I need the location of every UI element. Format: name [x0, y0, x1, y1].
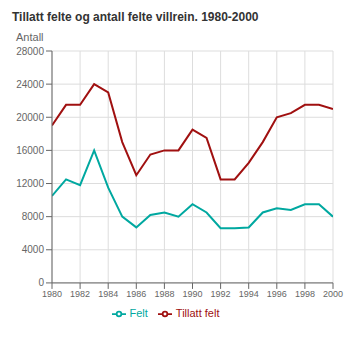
html-text:Antall: Antall: [16, 31, 44, 43]
svg-text:1982: 1982: [70, 289, 90, 299]
svg-text:1988: 1988: [154, 289, 174, 299]
svg-text:1992: 1992: [211, 289, 231, 299]
svg-text:8000: 8000: [22, 211, 45, 222]
svg-text:1998: 1998: [295, 289, 315, 299]
svg-text:1980: 1980: [42, 289, 62, 299]
svg-text:1986: 1986: [126, 289, 146, 299]
svg-text:28000: 28000: [16, 46, 44, 57]
svg-text:24000: 24000: [16, 79, 44, 90]
svg-text:20000: 20000: [16, 112, 44, 123]
svg-text:12000: 12000: [16, 178, 44, 189]
html-text:Tillatt felt: Tillatt felt: [175, 306, 220, 319]
svg-text:1984: 1984: [98, 289, 118, 299]
svg-text:2000: 2000: [323, 289, 343, 299]
svg-text:0: 0: [38, 277, 44, 288]
svg-text:1996: 1996: [267, 289, 287, 299]
svg-text:1994: 1994: [239, 289, 259, 299]
svg-text:4000: 4000: [22, 244, 45, 255]
html-text:Felt: Felt: [129, 306, 148, 319]
svg-text:1990: 1990: [182, 289, 202, 299]
svg-text:16000: 16000: [16, 145, 44, 156]
html-text:Tillatt felte og antall felte: Tillatt felte og antall felte villrein. …: [12, 10, 259, 24]
